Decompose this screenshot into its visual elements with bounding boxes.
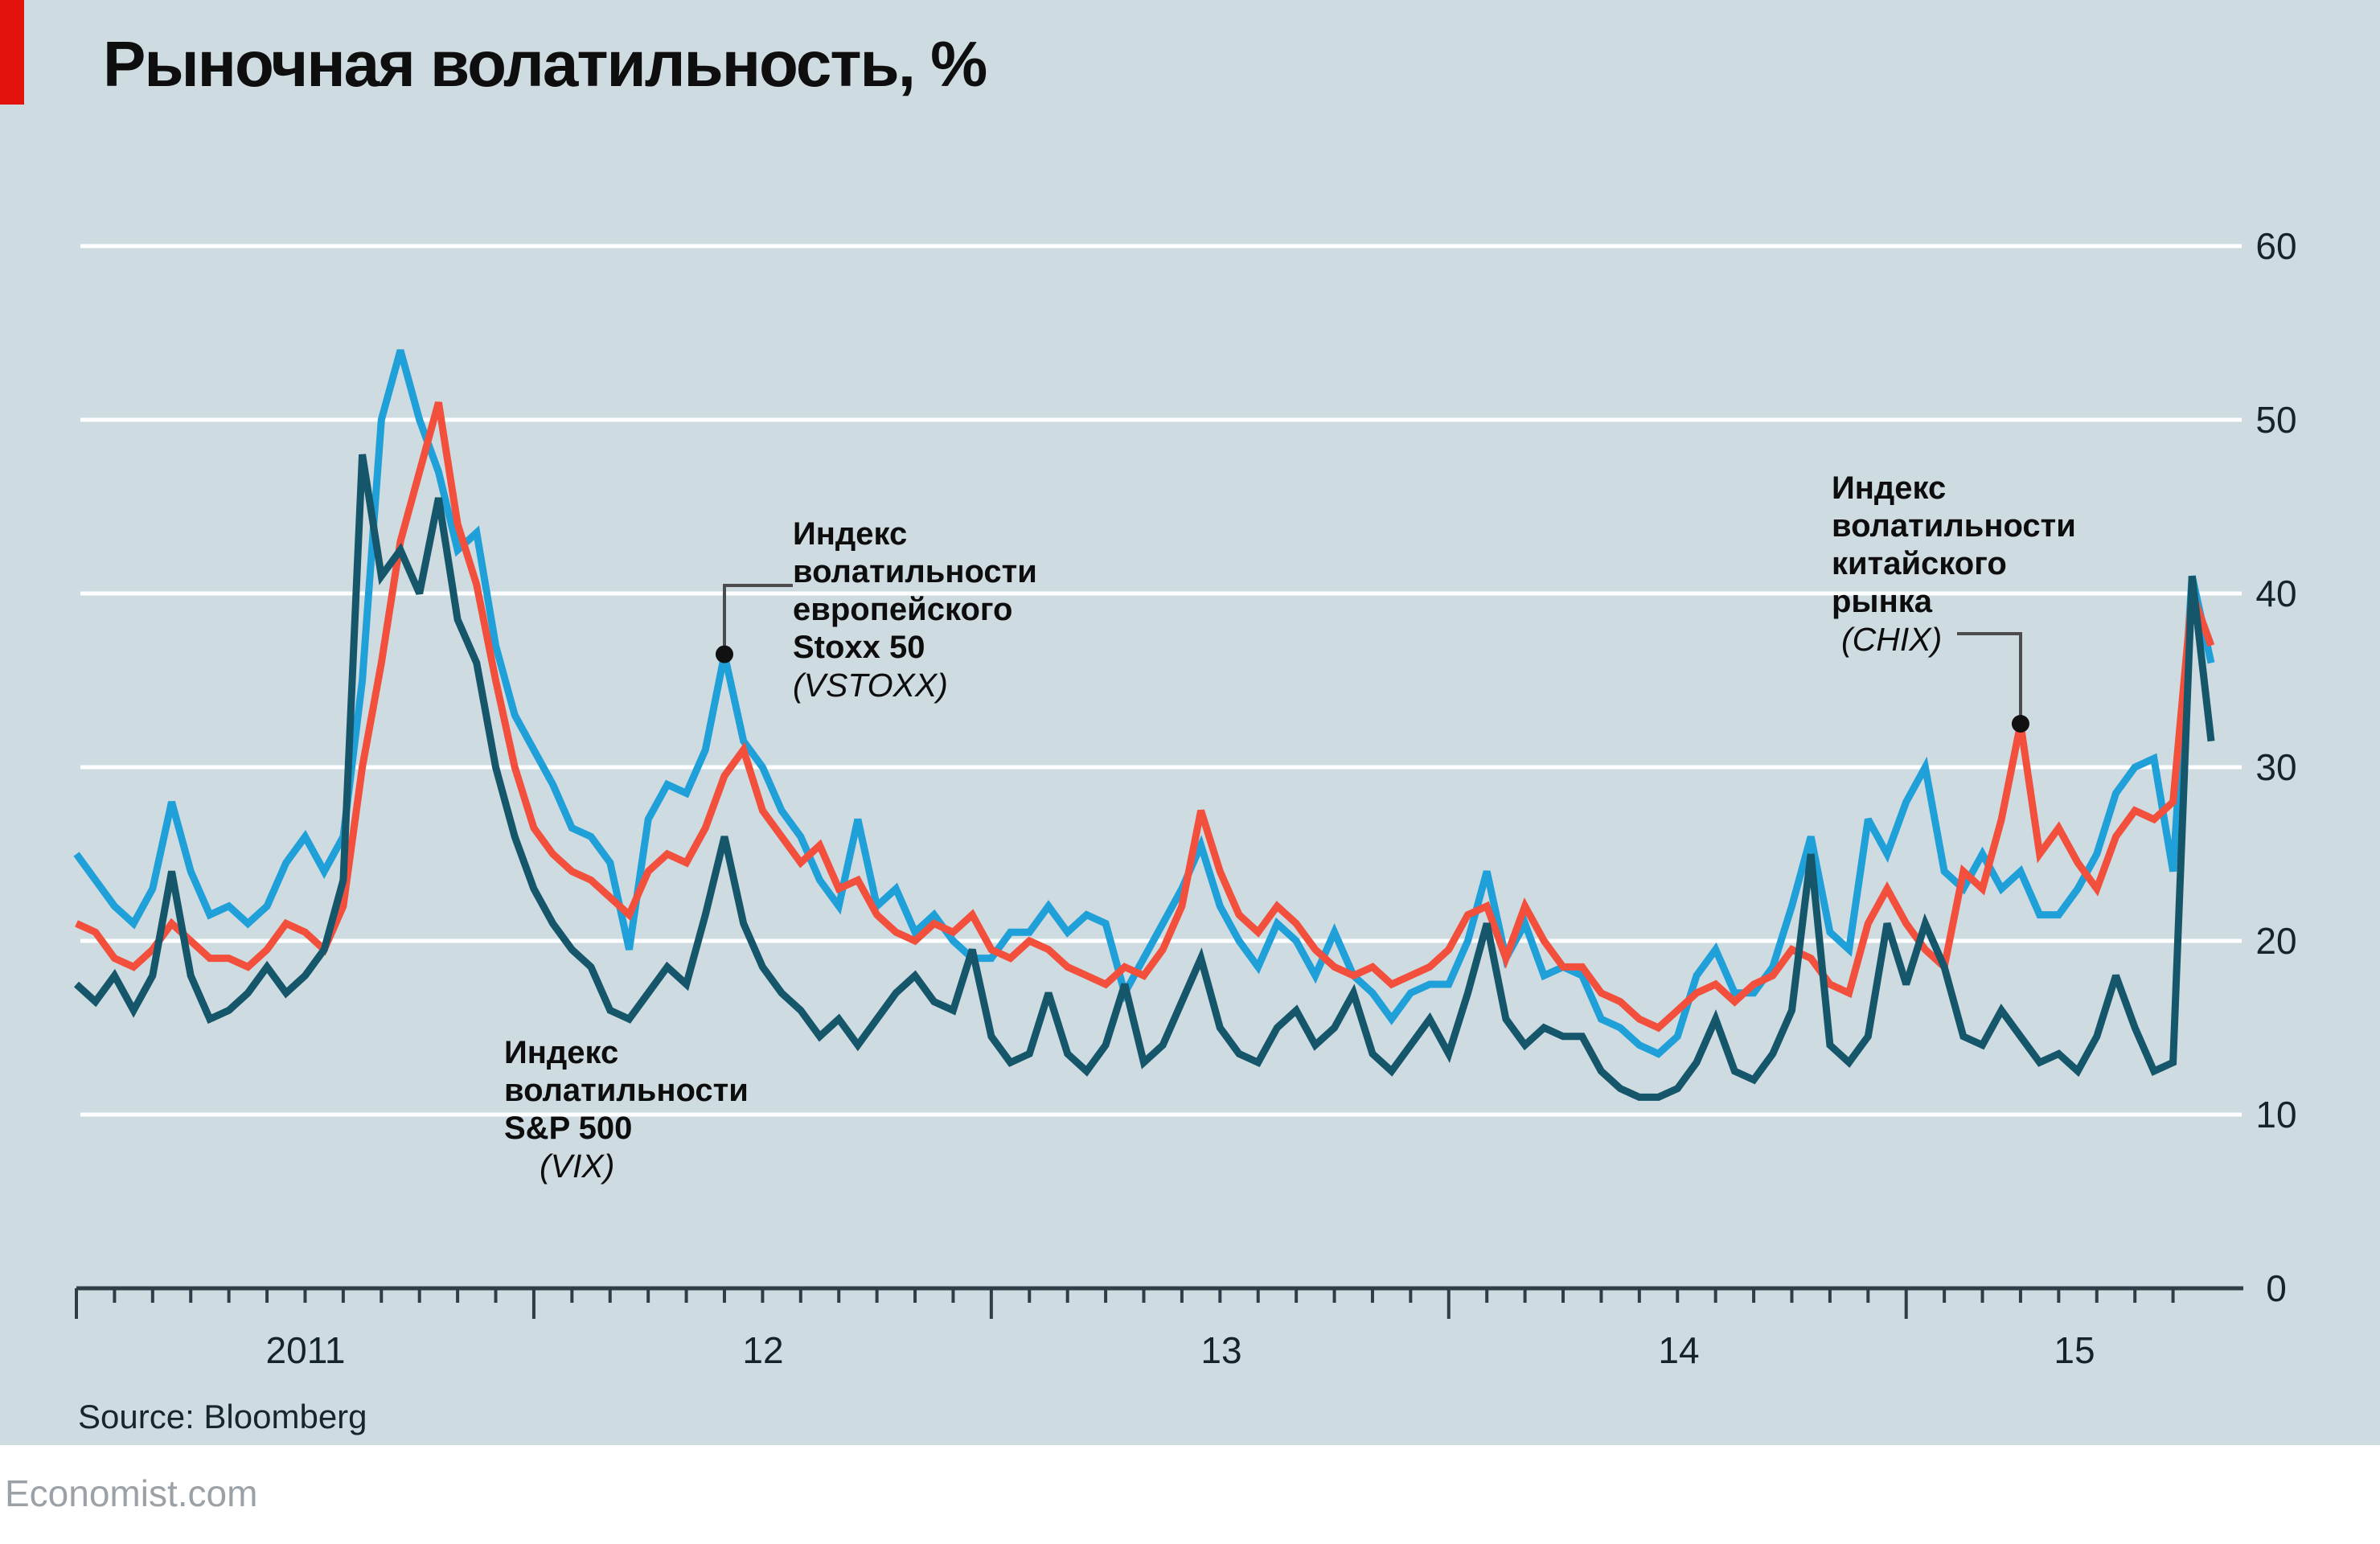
series-line-vix [73,454,2215,1101]
annotation-chix-tag: (CHIX) [1841,621,1943,658]
y-axis-label-20: 20 [2255,920,2297,962]
x-axis-label-2011: 2011 [265,1329,346,1371]
annotation-vix-tag: (VIX) [540,1148,615,1185]
y-axis-label-30: 30 [2255,746,2297,788]
series-line-vstoxx [73,349,2215,1058]
annotation-vstoxx-tag: (VSTOXX) [793,667,948,704]
annotation-vix-line: волатильности [504,1073,749,1108]
source-note: Source: Bloomberg [78,1398,367,1435]
annotation-vstoxx-line: европейского [793,592,1013,627]
x-axis-label-15: 15 [2054,1329,2095,1371]
x-axis-label-14: 14 [1658,1329,1700,1371]
x-axis-label-13: 13 [1200,1329,1242,1371]
annotation-chix-line: китайского [1832,546,2007,581]
callout-dot-chix [2011,715,2029,733]
leader-chix [1957,632,2022,716]
chart-title: Рыночная волатильность, % [103,28,987,100]
annotation-vstoxx-line: Stoxx 50 [793,630,925,665]
series-line-chix [75,401,2215,1033]
y-axis-label-0: 0 [2266,1267,2287,1309]
y-axis-label-60: 60 [2255,225,2297,267]
chart-background [0,0,2380,1445]
leader-vstoxx [723,584,793,648]
annotation-chix-line: рынка [1832,584,1933,619]
annotation-vstoxx-line: Индекс [793,516,908,552]
annotation-chix-line: волатильности [1832,508,2076,544]
y-axis-label-50: 50 [2255,399,2297,441]
x-axis-label-12: 12 [742,1329,784,1371]
annotation-vix-line: S&P 500 [504,1111,633,1146]
callout-dot-vstoxx [715,645,733,663]
footer-band [0,1445,2380,1544]
y-axis-label-10: 10 [2255,1094,2297,1135]
annotation-chix-line: Индекс [1832,470,1947,506]
annotation-vix-line: Индекс [504,1035,619,1070]
annotation-vstoxx: Индекс волатильности европейского Stoxx … [793,515,1037,704]
y-axis-label-40: 40 [2255,573,2297,614]
footer-brand: Economist.com [5,1472,258,1514]
economist-red-tab [0,0,24,105]
annotation-vstoxx-line: волатильности [793,554,1037,589]
annotation-vix: Индекс волатильности S&P 500 (VIX) [504,1034,749,1185]
annotation-chix: Индекс волатильности китайского рынка (C… [1832,470,2076,659]
